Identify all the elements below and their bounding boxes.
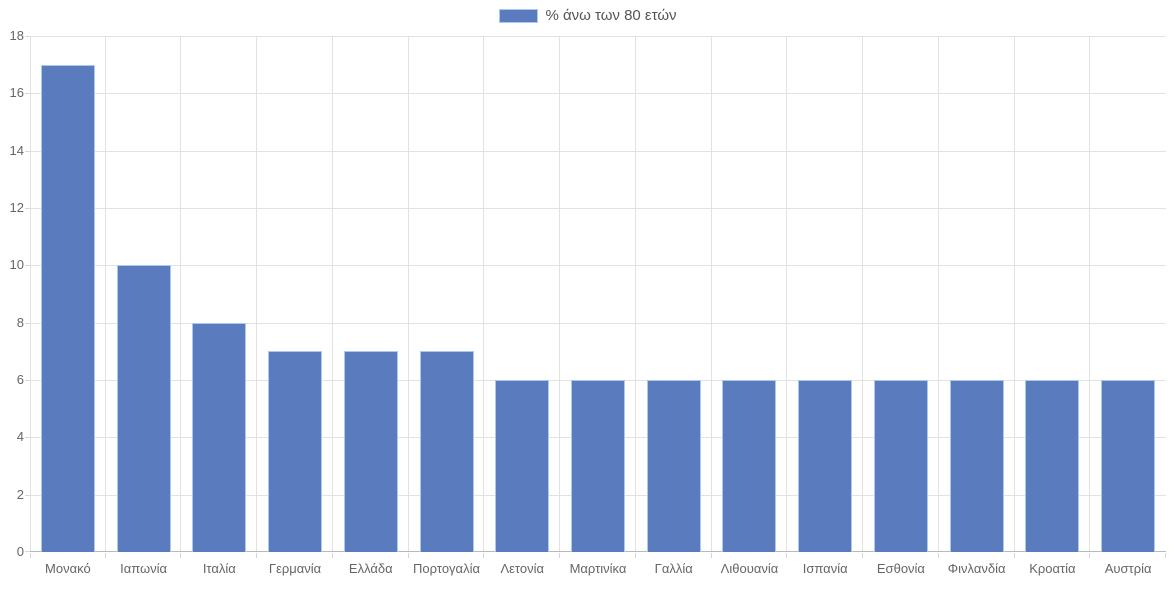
y-axis-label: 16 (9, 85, 24, 101)
x-tick (104, 553, 106, 558)
x-tick (559, 553, 561, 558)
bar[interactable] (949, 380, 1004, 552)
v-gridline (483, 36, 485, 552)
x-axis-label: Μονακό (45, 561, 91, 576)
legend-label: % άνω των 80 ετών (545, 7, 677, 24)
y-axis-label: 14 (9, 142, 24, 158)
v-gridline (180, 36, 182, 552)
x-tick (30, 553, 31, 558)
y-tick (25, 36, 30, 37)
v-gridline (862, 36, 864, 552)
v-gridline (1013, 36, 1015, 552)
chart-legend: % άνω των 80 ετών (0, 8, 1176, 24)
bar[interactable] (1101, 380, 1156, 552)
bar[interactable] (873, 380, 928, 552)
x-axis-label: Γερμανία (268, 561, 322, 576)
v-gridline (786, 36, 788, 552)
v-gridline (559, 36, 561, 552)
bar[interactable] (419, 351, 474, 552)
y-axis-label: 2 (16, 486, 24, 502)
y-axis-label: 12 (9, 200, 24, 216)
x-axis-label: Ιαπωνία (120, 561, 168, 576)
x-tick (1013, 553, 1015, 558)
h-gridline (30, 265, 1166, 267)
y-tick (25, 380, 30, 382)
plot-area (25, 36, 1166, 558)
x-axis-label: Λετονία (500, 561, 545, 576)
x-tick (786, 553, 788, 558)
y-tick (25, 150, 30, 152)
v-gridline (30, 36, 31, 552)
x-tick (710, 553, 712, 558)
y-axis-label: 6 (16, 372, 24, 388)
x-tick (180, 553, 182, 558)
x-tick (331, 553, 333, 558)
y-tick (25, 208, 30, 210)
v-gridline (937, 36, 939, 552)
bar[interactable] (495, 380, 550, 552)
x-tick (1165, 553, 1166, 558)
x-axis-label: Κροατία (1029, 561, 1076, 576)
x-tick (407, 553, 409, 558)
v-gridline (104, 36, 106, 552)
x-tick (937, 553, 939, 558)
x-axis-label: Εσθονία (876, 561, 925, 576)
v-gridline (1089, 36, 1091, 552)
x-axis-label: Αυστρία (1104, 561, 1152, 576)
y-axis-labels: 0 2 4 6 8 10 12 14 16 18 (0, 28, 24, 559)
v-gridline (256, 36, 258, 552)
bar[interactable] (1025, 380, 1080, 552)
x-axis-label: Ιταλία (202, 561, 236, 576)
h-gridline (30, 150, 1166, 152)
v-gridline (710, 36, 712, 552)
y-axis-label: 8 (16, 314, 24, 330)
bar[interactable] (268, 351, 323, 552)
v-gridline (331, 36, 333, 552)
y-tick (25, 437, 30, 439)
y-axis-label: 4 (16, 429, 24, 445)
v-gridline (407, 36, 409, 552)
y-tick (25, 265, 30, 267)
h-gridline (30, 208, 1166, 210)
h-gridline (30, 93, 1166, 95)
y-tick (25, 494, 30, 496)
x-axis-label: Λιθουανία (720, 561, 779, 576)
h-gridline (30, 322, 1166, 324)
v-gridline (634, 36, 636, 552)
bar[interactable] (571, 380, 625, 552)
x-tick (483, 553, 485, 558)
y-axis-label: 10 (9, 257, 24, 273)
x-tick (256, 553, 258, 558)
bar[interactable] (40, 64, 95, 552)
x-axis-label: Ελλάδα (348, 561, 393, 576)
legend-swatch-icon (499, 9, 539, 23)
x-tick (634, 553, 636, 558)
x-tick (1089, 553, 1091, 558)
x-axis-labels: Μονακό Ιαπωνία Ιταλία Γερμανία Ελλάδα Πορτογα… (30, 560, 1166, 578)
bar[interactable] (646, 380, 701, 552)
x-axis-label: Πορτογαλία (413, 561, 480, 576)
h-gridline (30, 36, 1166, 37)
x-axis-label: Ισπανία (802, 561, 848, 576)
x-axis-label: Φινλανδία (947, 561, 1006, 576)
y-tick (25, 551, 30, 552)
x-axis-label: Μαρτινίκα (569, 561, 627, 576)
bar[interactable] (192, 322, 247, 552)
bar[interactable] (343, 351, 398, 552)
y-tick (25, 93, 30, 95)
x-tick (862, 553, 864, 558)
bar[interactable] (722, 380, 777, 552)
y-axis-label: 18 (9, 28, 24, 43)
x-axis-label: Γαλλία (654, 561, 693, 576)
legend-item[interactable]: % άνω των 80 ετών (499, 7, 677, 24)
y-tick (25, 322, 30, 324)
bar[interactable] (116, 265, 171, 552)
y-axis-label: 0 (16, 544, 24, 559)
bar[interactable] (798, 380, 853, 552)
